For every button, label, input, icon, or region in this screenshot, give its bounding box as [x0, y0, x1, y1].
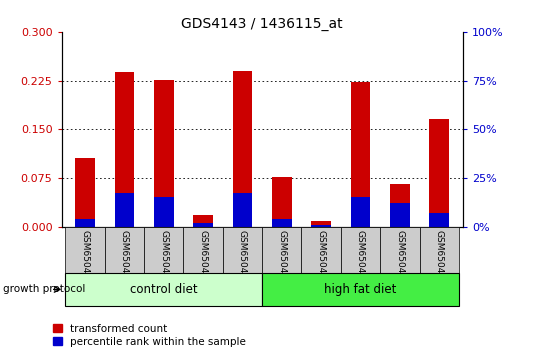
Bar	[65, 273, 262, 306]
Bar	[75, 159, 95, 227]
Text: GSM650478: GSM650478	[159, 230, 169, 285]
Bar	[429, 213, 449, 227]
Bar	[223, 227, 262, 273]
Bar	[114, 193, 134, 227]
Bar	[154, 198, 174, 227]
Text: growth protocol: growth protocol	[3, 284, 85, 295]
Text: control diet: control diet	[130, 283, 197, 296]
Bar	[419, 227, 459, 273]
Bar	[114, 72, 134, 227]
Bar	[350, 82, 370, 227]
Bar	[154, 80, 174, 227]
Bar	[341, 227, 380, 273]
Bar	[380, 227, 419, 273]
Text: GSM650484: GSM650484	[395, 230, 404, 285]
Text: GSM650477: GSM650477	[120, 230, 129, 285]
Bar	[144, 227, 184, 273]
Bar	[262, 227, 302, 273]
Bar	[105, 227, 144, 273]
Text: GSM650485: GSM650485	[434, 230, 444, 285]
Text: GSM650479: GSM650479	[198, 230, 208, 285]
Bar	[311, 225, 331, 227]
Text: GSM650476: GSM650476	[81, 230, 90, 285]
Bar	[233, 193, 253, 227]
Bar	[390, 184, 410, 227]
Bar	[75, 219, 95, 227]
Bar	[272, 177, 292, 227]
Bar	[184, 227, 223, 273]
Legend: transformed count, percentile rank within the sample: transformed count, percentile rank withi…	[54, 324, 246, 347]
Bar	[390, 203, 410, 227]
Text: high fat diet: high fat diet	[324, 283, 396, 296]
Bar	[302, 227, 341, 273]
Text: GSM650481: GSM650481	[277, 230, 286, 285]
Bar	[429, 120, 449, 227]
Bar	[262, 273, 459, 306]
Text: GSM650480: GSM650480	[238, 230, 247, 285]
Bar	[233, 71, 253, 227]
Bar	[311, 221, 331, 227]
Bar	[65, 227, 105, 273]
Title: GDS4143 / 1436115_at: GDS4143 / 1436115_at	[181, 17, 343, 31]
Bar	[350, 198, 370, 227]
Bar	[193, 223, 213, 227]
Text: GSM650483: GSM650483	[356, 230, 365, 285]
Text: GSM650482: GSM650482	[317, 230, 326, 285]
Bar	[193, 215, 213, 227]
Bar	[272, 219, 292, 227]
